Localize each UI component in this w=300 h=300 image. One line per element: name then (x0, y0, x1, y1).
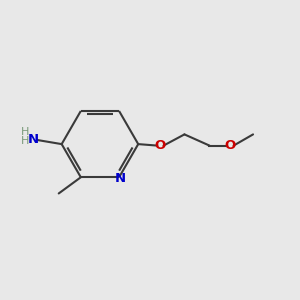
Text: H: H (21, 136, 30, 146)
Text: O: O (224, 139, 236, 152)
Text: H: H (21, 127, 30, 137)
Text: O: O (154, 139, 165, 152)
Text: N: N (114, 172, 125, 184)
Text: N: N (28, 133, 39, 146)
